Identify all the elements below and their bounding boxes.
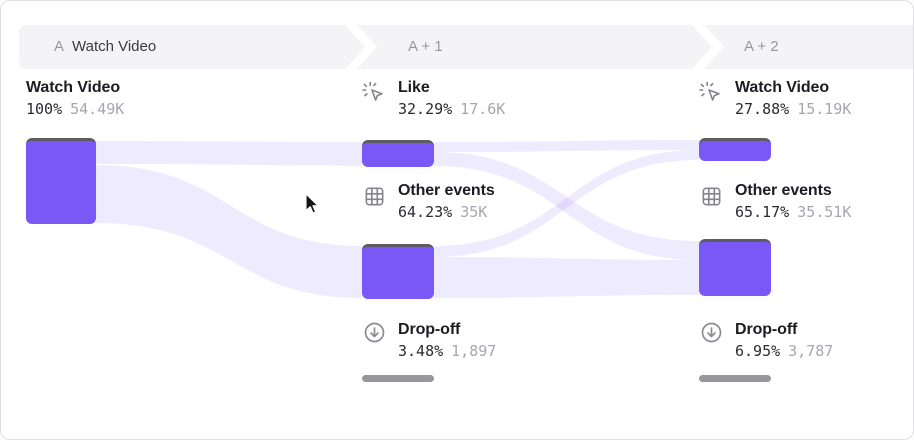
node-percent: 64.23%: [398, 203, 453, 221]
node-percent: 65.17%: [735, 203, 790, 221]
node-stats: 6.95% 3,787: [735, 340, 833, 362]
flow-otherevents-to-otherevents[interactable]: [434, 257, 699, 298]
grid-icon: [365, 187, 384, 206]
drop-off-icon: [701, 322, 722, 343]
node-count: 1,897: [451, 342, 497, 360]
flow-otherevents-to-watchvideo[interactable]: [434, 150, 699, 257]
node-title: Other events: [398, 182, 495, 199]
click-icon: [699, 81, 720, 101]
node-block-otherevents-a2[interactable]: [699, 239, 771, 296]
node-info-otherevents-a2: Other events 65.17% 35.51K: [735, 180, 851, 223]
node-title: Other events: [735, 182, 832, 199]
node-stats: 100% 54.49K: [26, 98, 124, 120]
stage-a2-label: A + 2: [744, 38, 779, 55]
node-title: Watch Video: [735, 79, 830, 96]
node-block-otherevents-a1[interactable]: [362, 244, 434, 299]
node-info-otherevents-a1: Other events 64.23% 35K: [398, 180, 495, 223]
node-block-like-a1[interactable]: [362, 140, 434, 167]
node-percent: 3.48%: [398, 342, 444, 360]
node-count: 54.49K: [70, 100, 125, 118]
node-block-watchvideo-a[interactable]: [26, 138, 96, 224]
node-percent: 100%: [26, 100, 63, 118]
node-stats: 64.23% 35K: [398, 201, 495, 223]
node-title: Drop-off: [735, 321, 798, 338]
node-block-watchvideo-a2[interactable]: [699, 138, 771, 161]
node-stats: 3.48% 1,897: [398, 340, 496, 362]
node-info-like-a1: Like 32.29% 17.6K: [398, 77, 505, 120]
dropoff-bar-a1[interactable]: [362, 375, 434, 382]
node-count: 35K: [460, 203, 488, 221]
node-title: Drop-off: [398, 321, 461, 338]
node-stats: 65.17% 35.51K: [735, 201, 851, 223]
stage-chevron-a1[interactable]: [357, 25, 712, 69]
stage-a1-label: A + 1: [408, 38, 443, 55]
node-info-dropoff-a2: Drop-off 6.95% 3,787: [735, 319, 833, 362]
node-count: 15.19K: [797, 100, 852, 118]
flow-like-to-otherevents[interactable]: [434, 152, 699, 260]
grid-icon: [702, 187, 721, 206]
node-count: 3,787: [788, 342, 834, 360]
node-count: 17.6K: [460, 100, 506, 118]
node-percent: 27.88%: [735, 100, 790, 118]
node-title: Watch Video: [26, 79, 121, 96]
stage-chevron-a[interactable]: [19, 25, 365, 69]
node-stats: 27.88% 15.19K: [735, 98, 851, 120]
flow-like-to-watchvideo[interactable]: [434, 140, 699, 152]
node-count: 35.51K: [797, 203, 852, 221]
dropoff-bar-a2[interactable]: [699, 375, 771, 382]
mouse-cursor-icon: [305, 193, 319, 214]
stage-a-badge: A: [54, 38, 65, 55]
node-percent: 6.95%: [735, 342, 781, 360]
node-percent: 32.29%: [398, 100, 453, 118]
node-info-watchvideo-a: Watch Video 100% 54.49K: [26, 77, 124, 120]
node-info-dropoff-a1: Drop-off 3.48% 1,897: [398, 319, 496, 362]
node-stats: 32.29% 17.6K: [398, 98, 505, 120]
flow-watchvideo-to-otherevents[interactable]: [96, 165, 362, 298]
node-title: Like: [398, 79, 430, 96]
flow-watchvideo-to-like[interactable]: [96, 141, 362, 166]
node-info-watchvideo-a2: Watch Video 27.88% 15.19K: [735, 77, 851, 120]
stage-a-label: Watch Video: [72, 38, 157, 55]
stage-chevron-a2[interactable]: [704, 25, 914, 69]
drop-off-icon: [364, 322, 385, 343]
click-icon: [362, 81, 383, 101]
